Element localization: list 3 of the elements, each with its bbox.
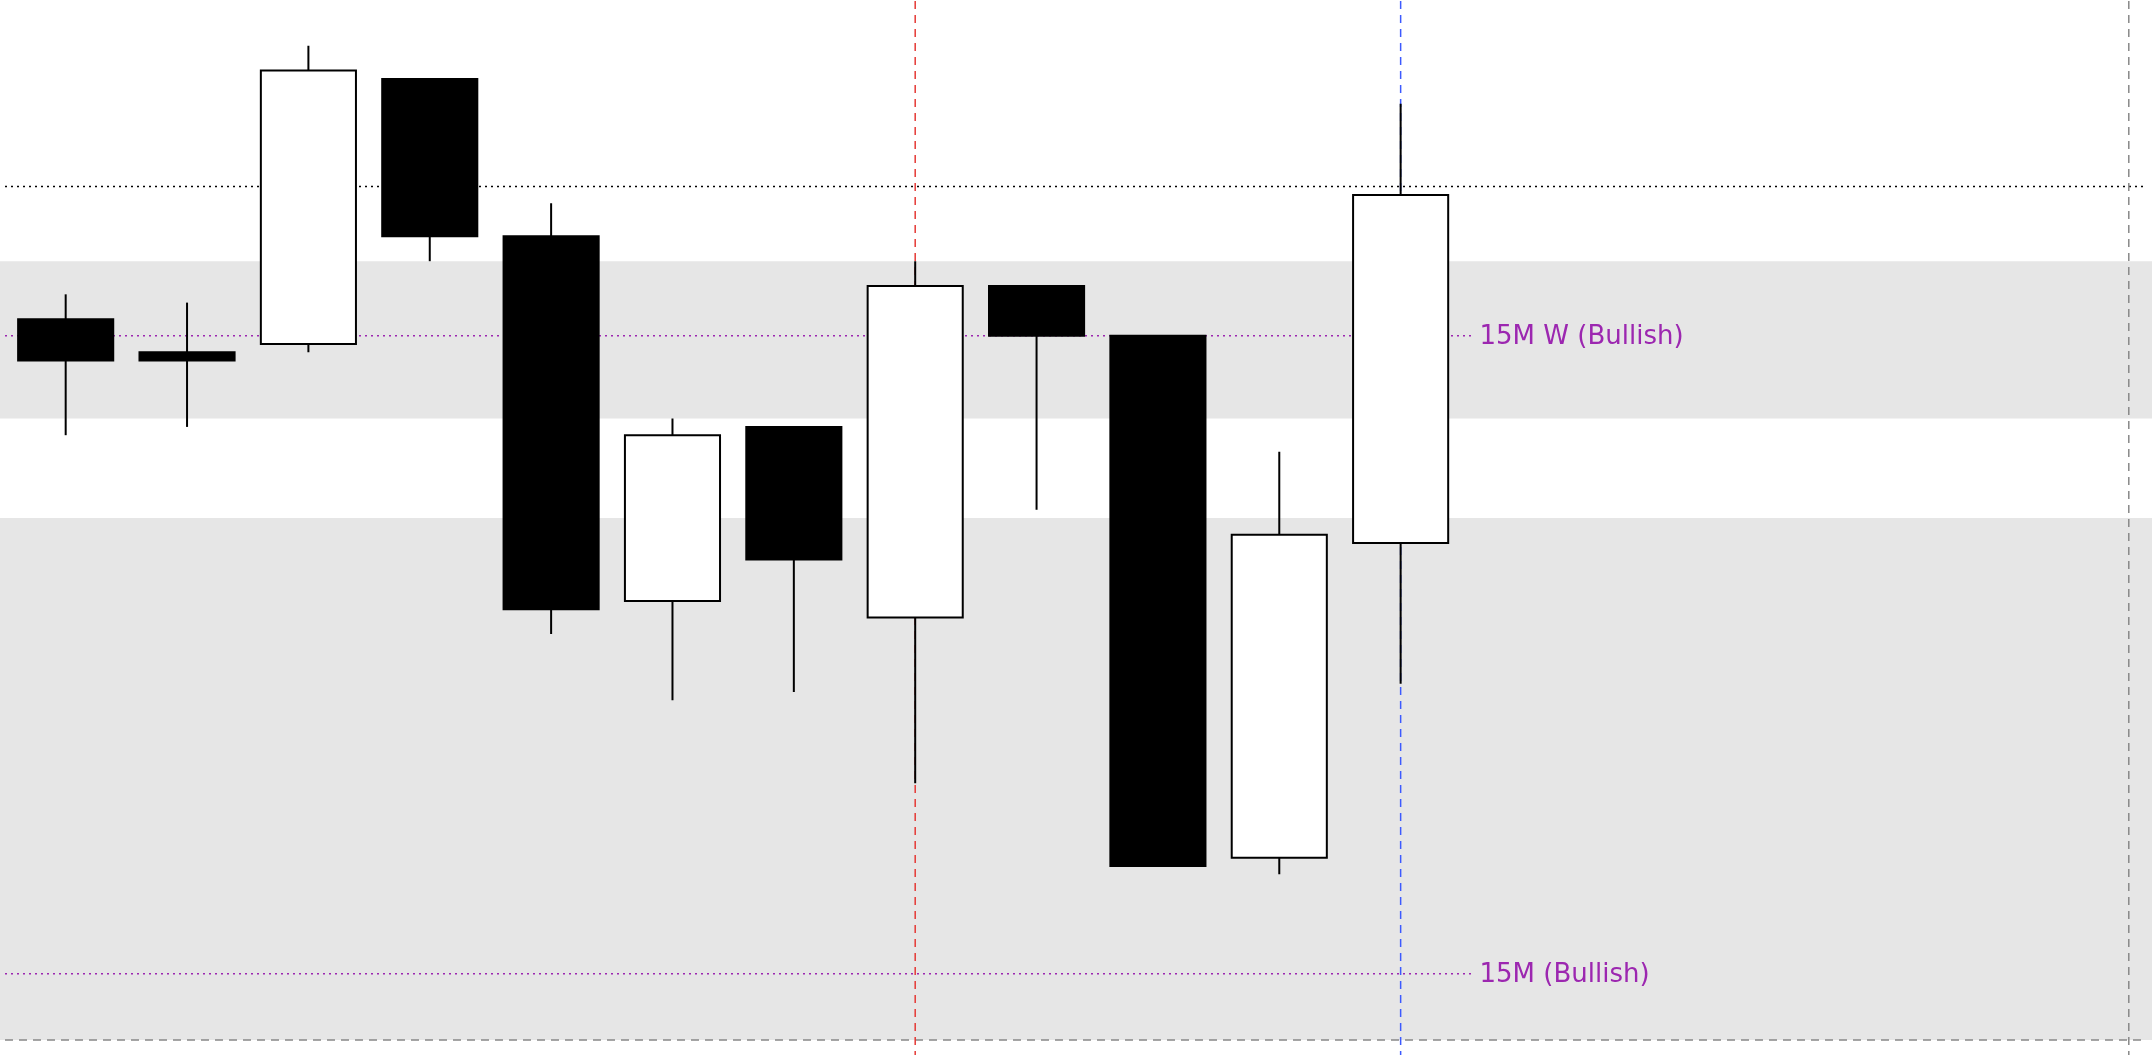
ref-line-label: 15M W (Bullish) (1479, 319, 1684, 350)
candlestick (138, 301, 236, 428)
ref-line-label: 15M (Bullish) (1479, 957, 1650, 988)
